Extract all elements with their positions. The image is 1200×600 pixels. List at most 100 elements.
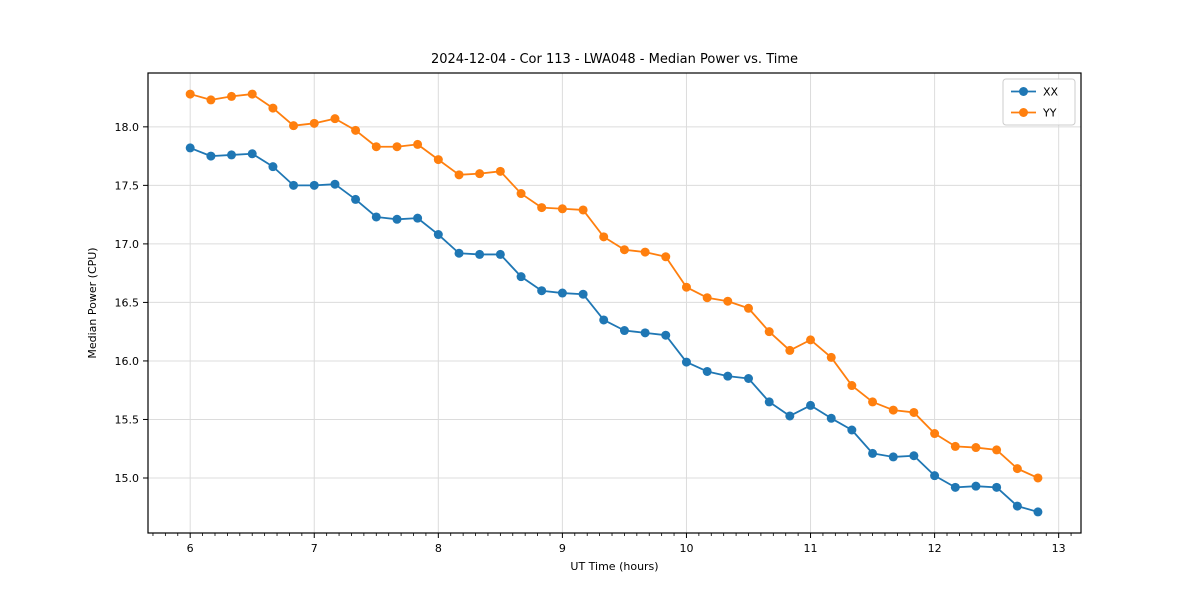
data-point-xx	[413, 213, 423, 223]
legend-frame	[1002, 78, 1076, 126]
data-point-yy	[289, 121, 299, 131]
data-point-xx	[330, 179, 340, 189]
data-point-xx	[909, 451, 919, 461]
data-point-xx	[661, 330, 671, 340]
data-point-yy	[330, 114, 340, 124]
data-point-yy	[454, 170, 464, 180]
data-point-yy	[392, 142, 402, 152]
data-point-yy	[495, 166, 505, 176]
data-point-yy	[206, 95, 216, 105]
data-point-yy	[413, 139, 423, 149]
data-point-xx	[433, 230, 443, 240]
series-layer	[185, 89, 1043, 517]
x-tick-label: 12	[928, 542, 942, 555]
data-point-xx	[206, 151, 216, 161]
data-point-yy	[1012, 464, 1022, 474]
data-point-yy	[785, 345, 795, 355]
axes-layer: 6 7 8 9 10 11 12 13 15.0 15.5 16.0 16.5 17.0 17.5 18.0	[115, 72, 1082, 555]
data-point-xx	[537, 286, 547, 296]
legend-label-yy: YY	[1042, 107, 1057, 120]
grid-layer	[148, 73, 1081, 533]
x-tick-label: 7	[311, 542, 318, 555]
data-point-yy	[847, 381, 857, 391]
data-point-yy	[578, 205, 588, 215]
x-tick-label: 13	[1052, 542, 1066, 555]
data-point-xx	[723, 371, 733, 381]
data-point-xx	[1033, 507, 1043, 517]
y-tick-label: 15.0	[115, 472, 140, 485]
data-point-yy	[226, 91, 236, 101]
data-point-xx	[516, 272, 526, 282]
data-point-yy	[640, 247, 650, 257]
data-point-yy	[619, 245, 629, 255]
data-point-yy	[557, 204, 567, 214]
legend-marker	[1019, 108, 1028, 117]
data-point-yy	[743, 303, 753, 313]
series-line-yy	[189, 93, 1039, 479]
legend-box: XX YY	[1002, 78, 1076, 126]
data-point-xx	[681, 357, 691, 367]
data-point-xx	[557, 288, 567, 298]
data-point-yy	[888, 405, 898, 415]
data-point-yy	[930, 429, 940, 439]
y-tick-label: 16.0	[115, 355, 140, 368]
x-tick-label: 11	[804, 542, 818, 555]
data-point-yy	[950, 441, 960, 451]
legend-marker	[1019, 87, 1028, 96]
data-point-xx	[495, 249, 505, 259]
data-point-xx	[1012, 501, 1022, 511]
data-point-yy	[909, 407, 919, 417]
data-point-xx	[950, 482, 960, 492]
data-point-yy	[185, 89, 195, 99]
data-point-yy	[681, 282, 691, 292]
data-point-xx	[743, 373, 753, 383]
data-point-yy	[371, 142, 381, 152]
y-tick-label: 16.5	[115, 296, 140, 309]
data-point-yy	[1033, 473, 1043, 483]
data-point-xx	[826, 413, 836, 423]
data-point-xx	[806, 400, 816, 410]
chart-title: 2024-12-04 - Cor 113 - LWA048 - Median P…	[431, 52, 798, 67]
data-point-yy	[826, 352, 836, 362]
data-point-yy	[475, 169, 485, 179]
data-point-xx	[454, 248, 464, 258]
x-axis-label: UT Time (hours)	[570, 560, 658, 573]
data-point-xx	[930, 471, 940, 481]
data-point-yy	[702, 293, 712, 303]
data-point-xx	[640, 328, 650, 338]
data-point-xx	[702, 366, 712, 376]
data-point-xx	[888, 452, 898, 462]
y-tick-label: 17.5	[115, 179, 140, 192]
y-axis-label: Median Power (CPU)	[86, 247, 99, 358]
data-point-xx	[309, 180, 319, 190]
data-point-yy	[309, 118, 319, 128]
data-point-xx	[351, 194, 361, 204]
plot-frame	[147, 72, 1082, 534]
data-point-yy	[992, 445, 1002, 455]
y-tick-label: 18.0	[115, 121, 140, 134]
data-point-yy	[868, 397, 878, 407]
data-point-xx	[226, 150, 236, 160]
data-point-xx	[371, 212, 381, 222]
data-point-xx	[764, 397, 774, 407]
x-tick-label: 10	[679, 542, 693, 555]
data-point-yy	[806, 335, 816, 345]
data-point-yy	[723, 296, 733, 306]
data-point-xx	[785, 411, 795, 421]
data-point-yy	[764, 327, 774, 337]
data-point-yy	[268, 103, 278, 113]
data-point-yy	[971, 443, 981, 453]
data-point-xx	[599, 315, 609, 325]
data-point-xx	[475, 249, 485, 259]
x-tick-label: 9	[559, 542, 566, 555]
legend-label-xx: XX	[1043, 86, 1059, 99]
data-point-yy	[351, 125, 361, 135]
data-point-xx	[847, 425, 857, 435]
x-tick-label: 8	[435, 542, 442, 555]
data-point-xx	[992, 482, 1002, 492]
data-point-xx	[185, 143, 195, 153]
data-point-xx	[289, 180, 299, 190]
data-point-xx	[247, 149, 257, 159]
